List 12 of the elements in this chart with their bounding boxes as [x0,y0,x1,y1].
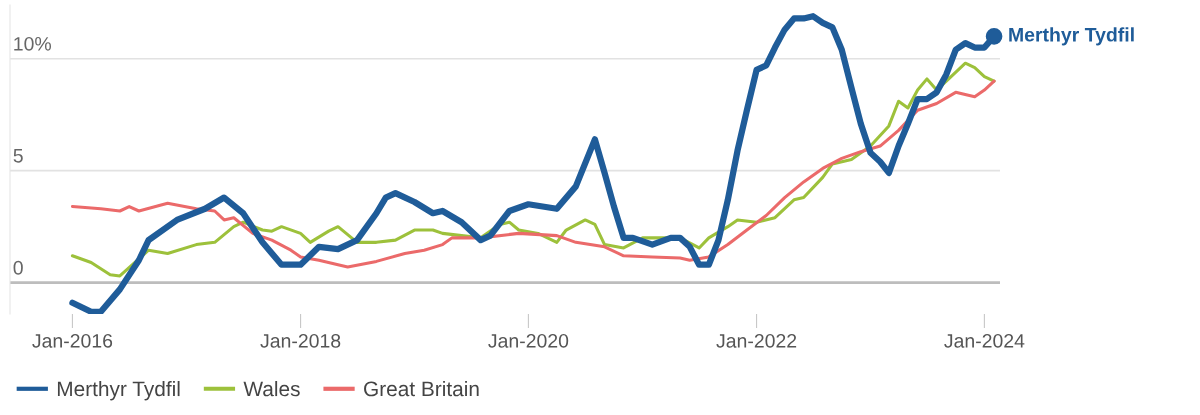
y-tick-label: 5 [13,149,23,163]
annotation: Merthyr Tydfil [1009,27,1134,46]
y-tick-label: 0 [13,260,23,275]
legend-label: Great Britain [364,380,479,397]
legend-label: Wales [243,380,300,397]
x-tick-label: Jan-2016 [32,333,113,348]
x-tick-label: Jan-2024 [944,333,1025,348]
y-tick-label: 10% [14,36,51,51]
x-tick-label: Jan-2022 [716,333,797,348]
x-tick-label: Jan-2018 [260,333,341,348]
x-tick-label: Jan-2020 [488,333,569,348]
legend-label: Merthyr Tydfil [57,380,180,401]
